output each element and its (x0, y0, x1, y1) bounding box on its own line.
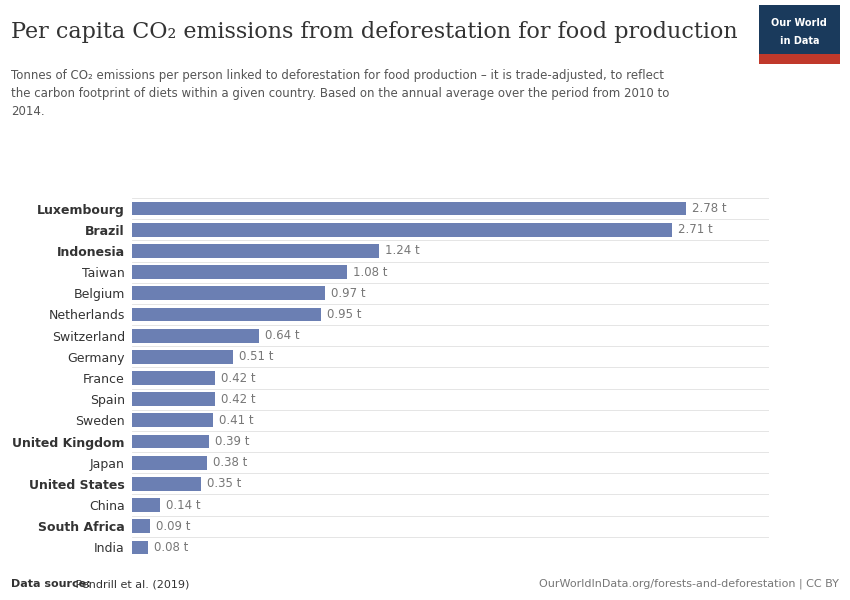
Text: Per capita CO₂ emissions from deforestation for food production: Per capita CO₂ emissions from deforestat… (11, 21, 738, 43)
Bar (132, 520, 150, 533)
Text: 1.08 t: 1.08 t (353, 266, 388, 278)
Text: OurWorldInData.org/forests-and-deforestation | CC BY: OurWorldInData.org/forests-and-deforesta… (539, 578, 839, 589)
Bar (132, 329, 259, 343)
Text: 0.51 t: 0.51 t (240, 350, 274, 364)
Text: 0.95 t: 0.95 t (327, 308, 361, 321)
Bar (132, 202, 686, 215)
Bar (132, 244, 379, 258)
Text: 0.08 t: 0.08 t (154, 541, 188, 554)
Text: 0.42 t: 0.42 t (221, 371, 256, 385)
Text: 0.42 t: 0.42 t (221, 392, 256, 406)
Bar (759, 53, 840, 64)
Bar (132, 350, 234, 364)
Bar (132, 223, 672, 236)
Bar (132, 456, 207, 470)
Text: 0.35 t: 0.35 t (207, 478, 242, 490)
Text: in Data: in Data (779, 35, 819, 46)
Text: 0.39 t: 0.39 t (215, 435, 250, 448)
Text: Pendrill et al. (2019): Pendrill et al. (2019) (72, 579, 190, 589)
Text: 0.97 t: 0.97 t (331, 287, 366, 300)
Bar (132, 265, 347, 279)
Bar (132, 371, 215, 385)
Text: 0.14 t: 0.14 t (166, 499, 201, 512)
Text: 0.38 t: 0.38 t (213, 456, 248, 469)
Text: 0.64 t: 0.64 t (265, 329, 300, 342)
Text: 2.71 t: 2.71 t (677, 223, 712, 236)
Bar (132, 308, 321, 322)
Bar (132, 477, 201, 491)
Text: 0.41 t: 0.41 t (219, 414, 254, 427)
Text: Tonnes of CO₂ emissions per person linked to deforestation for food production –: Tonnes of CO₂ emissions per person linke… (11, 69, 670, 118)
Text: Data source:: Data source: (11, 579, 91, 589)
Bar (132, 434, 209, 448)
Bar (132, 413, 213, 427)
Text: 0.09 t: 0.09 t (156, 520, 190, 533)
Bar (132, 392, 215, 406)
Bar (132, 286, 325, 300)
Text: 1.24 t: 1.24 t (385, 244, 420, 257)
Text: 2.78 t: 2.78 t (692, 202, 726, 215)
Bar (132, 498, 160, 512)
Text: Our World: Our World (772, 18, 827, 28)
Bar (132, 541, 148, 554)
